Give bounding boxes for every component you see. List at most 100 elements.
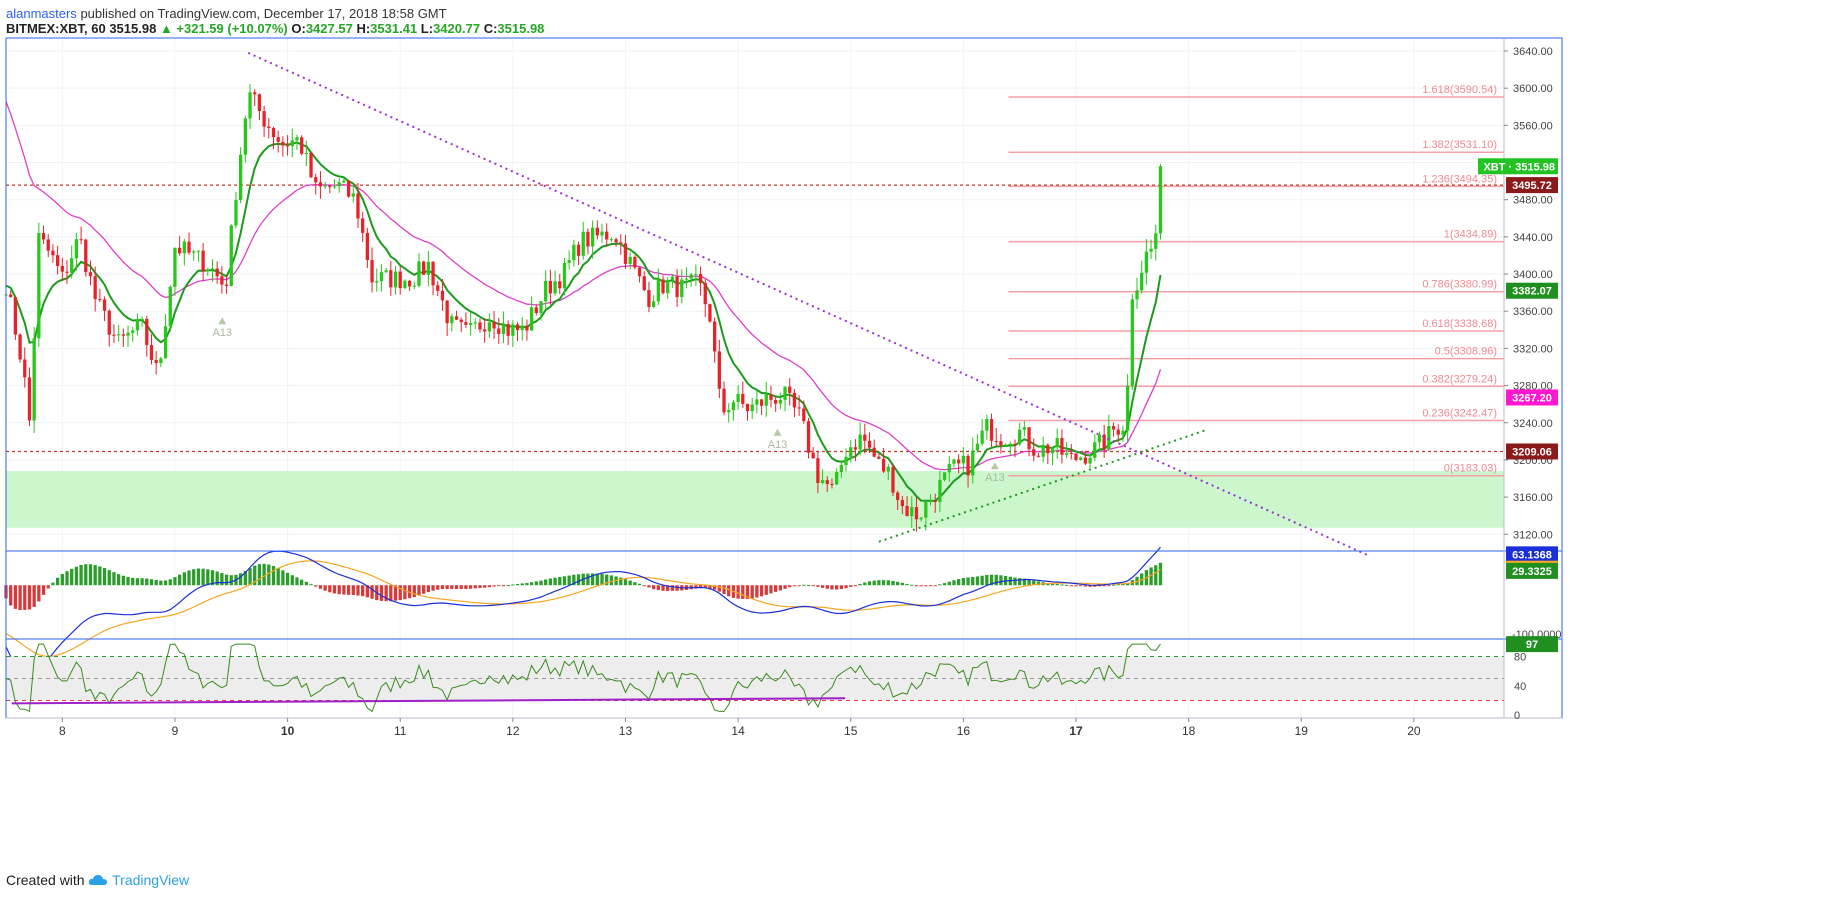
candle-body bbox=[1154, 233, 1158, 249]
chart-frame bbox=[5, 37, 1563, 719]
price-tag bbox=[1506, 443, 1558, 460]
candle-body bbox=[689, 274, 693, 279]
candle-body bbox=[182, 241, 186, 254]
price-tag bbox=[1506, 389, 1558, 406]
candle-body bbox=[680, 279, 684, 298]
tradingview-link[interactable]: TradingView bbox=[112, 872, 190, 888]
candle-body bbox=[999, 441, 1003, 446]
macd-histogram-bar bbox=[464, 585, 468, 589]
candle-body bbox=[51, 250, 55, 256]
candle-body bbox=[835, 472, 839, 485]
fibonacci-retracement[interactable]: 1.618(3590.54) 1.382(3531.10) 1.236(3494.3… bbox=[1008, 84, 1504, 477]
macd-histogram-bar bbox=[802, 584, 806, 586]
macd-histogram-bar bbox=[576, 574, 581, 586]
macd-histogram-bar bbox=[436, 585, 440, 590]
candle-body bbox=[361, 218, 365, 233]
macd-histogram-bar bbox=[403, 585, 407, 600]
candle-body bbox=[483, 329, 487, 332]
candle-body bbox=[196, 250, 201, 252]
candle-body bbox=[900, 500, 905, 506]
macd-histogram-bar bbox=[849, 585, 853, 587]
macd-histogram-bar bbox=[1158, 562, 1163, 586]
candle-body bbox=[914, 507, 919, 520]
x-tick-label: 12 bbox=[506, 724, 520, 738]
candle-body bbox=[957, 459, 961, 464]
fib-level-label: 0.618(3338.68) bbox=[1422, 318, 1497, 330]
candle-body bbox=[407, 280, 412, 287]
rsi-tick-label: 80 bbox=[1514, 652, 1526, 664]
macd-histogram-bar bbox=[717, 585, 721, 592]
candle-body bbox=[229, 225, 233, 286]
macd-histogram-bar bbox=[79, 564, 83, 586]
macd-histogram-bar bbox=[623, 579, 628, 586]
price-tag-label: 3382.07 bbox=[1512, 286, 1552, 298]
macd-histogram-bar bbox=[515, 583, 520, 586]
candle-body bbox=[356, 193, 360, 219]
candle-body bbox=[102, 299, 107, 311]
candle-body bbox=[468, 323, 473, 325]
price-axis[interactable]: 3120.003160.003200.003240.003280.003320.… bbox=[1478, 46, 1562, 722]
candle-body bbox=[1060, 438, 1064, 455]
candle-body bbox=[1083, 457, 1088, 464]
macd-histogram-bar bbox=[239, 573, 243, 586]
macd-histogram-bar bbox=[881, 580, 886, 586]
candle-body bbox=[1018, 429, 1022, 445]
macd-histogram-bar bbox=[952, 580, 956, 586]
time-axis[interactable]: 8 9 10 11 12 13 14 15 16 17 18 19 20 bbox=[59, 718, 1421, 738]
macd-histogram-bar bbox=[1149, 567, 1153, 586]
last-price: 3515.98 bbox=[109, 21, 157, 36]
x-tick-label: 15 bbox=[844, 724, 858, 738]
macd-histogram-bar bbox=[492, 585, 496, 587]
candle-body bbox=[783, 386, 787, 400]
x-tick-label: 17 bbox=[1069, 724, 1083, 738]
macd-histogram-bar bbox=[1069, 585, 1073, 587]
candle-body bbox=[464, 322, 468, 325]
candle-body bbox=[1032, 449, 1036, 456]
macd-histogram-bar bbox=[285, 572, 290, 586]
candle-body bbox=[112, 334, 116, 336]
price-change: ▲ +321.59 (+10.07%) bbox=[159, 21, 288, 36]
candle-body bbox=[1130, 299, 1134, 386]
trendlines[interactable] bbox=[247, 51, 1370, 557]
macd-histogram-bar bbox=[863, 582, 867, 586]
ohlc-bar: BITMEX:XBT, 60 3515.98 ▲ +321.59 (+10.07… bbox=[6, 21, 544, 36]
candle-body bbox=[942, 472, 947, 480]
candle-body bbox=[314, 177, 318, 183]
macd-histogram-bar bbox=[1064, 584, 1069, 586]
author-link[interactable]: alanmasters bbox=[6, 6, 77, 21]
macd-histogram-bar bbox=[933, 585, 937, 587]
macd-histogram-bar bbox=[215, 571, 219, 586]
candle-body bbox=[525, 325, 529, 331]
candle-body bbox=[1116, 429, 1120, 435]
trendline-down bbox=[247, 51, 1370, 557]
candle-body bbox=[952, 459, 956, 464]
price-tag bbox=[1478, 158, 1558, 175]
publish-text: published on TradingView.com, December 1… bbox=[80, 6, 447, 21]
macd-histogram-bar bbox=[886, 580, 890, 586]
macd-histogram-bar bbox=[70, 568, 74, 586]
candle-body bbox=[858, 434, 862, 450]
macd-histogram-bar bbox=[605, 574, 609, 586]
y-tick-label: 3640.00 bbox=[1513, 46, 1553, 58]
price-chart[interactable]: 1.618(3590.54) 1.382(3531.10) 1.236(3494.3… bbox=[0, 0, 1828, 870]
candle-body bbox=[60, 265, 64, 272]
macd-histogram-bar bbox=[131, 577, 135, 586]
tradingview-cloud-icon bbox=[89, 875, 108, 885]
signal-markers: A13 A13 A13 bbox=[212, 317, 1005, 484]
indicator-tag bbox=[1506, 636, 1558, 653]
macd-histogram-bar bbox=[1125, 582, 1130, 586]
macd-histogram-bar bbox=[1027, 579, 1031, 586]
indicator-tag-label: 97 bbox=[1526, 639, 1538, 651]
macd-signal-line bbox=[5, 560, 1161, 658]
publish-info: alanmasters published on TradingView.com… bbox=[6, 5, 447, 22]
candle-body bbox=[825, 480, 829, 484]
candle-body bbox=[13, 297, 18, 335]
y-tick-label: 3240.00 bbox=[1513, 418, 1553, 430]
macd-histogram-bar bbox=[483, 585, 487, 588]
candle-body bbox=[1041, 444, 1045, 457]
candle-body bbox=[1158, 166, 1163, 234]
footer-prefix: Created with bbox=[6, 872, 85, 888]
candle-body bbox=[459, 319, 463, 323]
macd-histogram-bar bbox=[520, 583, 524, 586]
candle-body bbox=[177, 247, 182, 254]
